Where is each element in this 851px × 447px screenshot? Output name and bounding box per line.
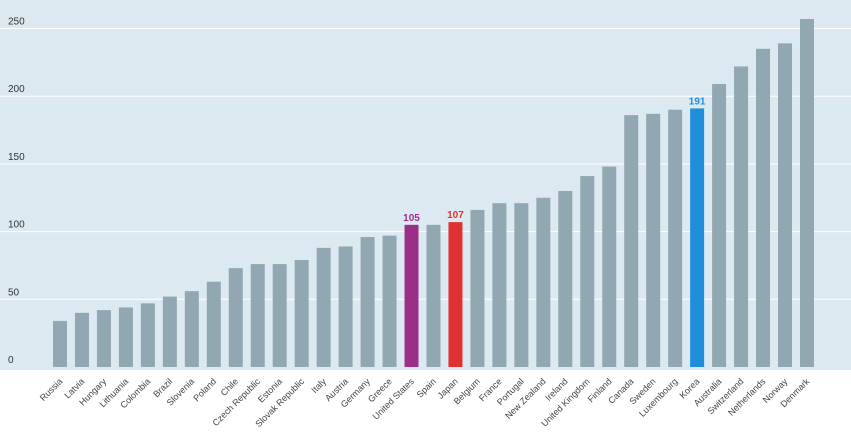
bar-norway: [778, 43, 793, 367]
bar-estonia: [272, 264, 287, 367]
bar-lithuania: [118, 307, 133, 367]
bar-poland: [206, 281, 221, 367]
bar-brazil: [162, 296, 177, 367]
bar-germany: [360, 237, 375, 367]
bar-latvia: [74, 312, 89, 367]
bar-colombia: [140, 303, 155, 367]
bar-united-kingdom: [580, 176, 595, 367]
bar-italy: [316, 247, 331, 367]
bar-canada: [624, 115, 639, 367]
bar-denmark: [799, 19, 814, 367]
y-tick-label: 0: [8, 355, 14, 366]
y-tick-label: 200: [8, 84, 25, 95]
gridlines: [0, 28, 851, 300]
bar-netherlands: [756, 48, 771, 368]
bar-spain: [426, 224, 441, 367]
bar-ireland: [558, 190, 573, 367]
bars: [53, 19, 814, 368]
y-tick-label: 250: [8, 17, 25, 28]
bar-czech-republic: [250, 264, 265, 367]
data-label-japan: 107: [447, 210, 464, 221]
bar-slovak-republic: [294, 260, 309, 367]
bar-switzerland: [734, 66, 749, 368]
bar-australia: [712, 84, 727, 367]
x-tick-label-italy: Italy: [309, 376, 328, 395]
bar-sweden: [646, 113, 661, 367]
bar-greece: [382, 235, 397, 367]
bar-luxembourg: [668, 109, 683, 368]
y-tick-label: 50: [8, 287, 20, 298]
y-tick-label: 100: [8, 220, 25, 231]
bar-portugal: [514, 203, 529, 367]
bar-russia: [53, 320, 67, 367]
x-axis-labels: RussiaLatviaHungaryLithuaniaColombiaBraz…: [38, 376, 812, 429]
data-label-united-states: 105: [403, 213, 420, 224]
data-labels: 105 107 191: [403, 96, 706, 223]
bar-slovenia: [184, 291, 199, 367]
bar-finland: [602, 166, 617, 367]
bar-belgium: [470, 209, 485, 367]
bar-france: [492, 203, 507, 367]
bar-hungary: [96, 310, 111, 367]
y-axis-ticks: 0 50 100 150 200 250: [8, 17, 25, 367]
y-tick-label: 150: [8, 152, 25, 163]
bar-austria: [338, 246, 353, 367]
x-tick-label-spain: Spain: [415, 376, 438, 399]
x-tick-label-russia: Russia: [38, 376, 65, 403]
x-tick-label-poland: Poland: [191, 376, 218, 403]
bar-japan: [448, 222, 463, 367]
bar-new-zealand: [536, 197, 551, 367]
bar-korea: [690, 108, 705, 368]
data-label-korea: 191: [689, 96, 706, 107]
bar-united-states: [404, 224, 419, 367]
bar-chile: [228, 268, 243, 367]
